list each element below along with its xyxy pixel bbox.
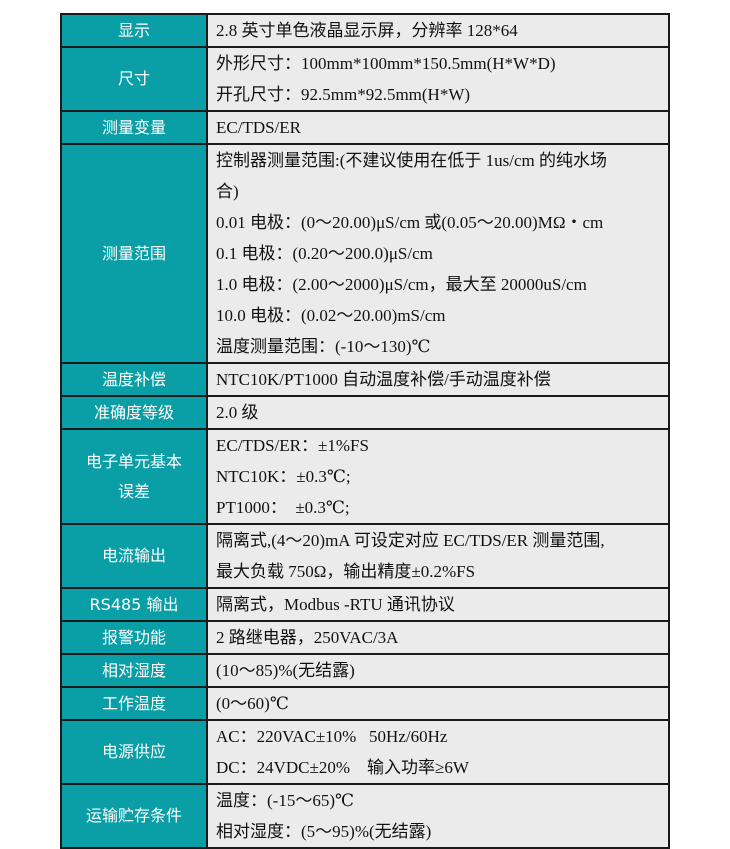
spec-row: 电子单元基本 误差 EC/TDS/ER：±1%FS NTC10K：±0.3℃; PT10… — [60, 428, 670, 525]
spec-value-line: 隔离式,(4～20)mA 可设定对应 EC/TDS/ER 测量范围, — [216, 531, 605, 550]
spec-value: 2.0 级 — [206, 395, 670, 430]
spec-value-line: NTC10K：±0.3℃; — [216, 467, 351, 486]
spec-row: 工作温度 (0～60)℃ — [60, 686, 670, 721]
spec-label: 温度补偿 — [60, 362, 208, 397]
spec-value: EC/TDS/ER：±1%FS NTC10K：±0.3℃; PT1000： ±0.3… — [206, 428, 670, 525]
spec-value: 隔离式,(4～20)mA 可设定对应 EC/TDS/ER 测量范围, 最大负载 7… — [206, 523, 670, 589]
spec-value-line: 相对湿度：(5～95)%(无结露) — [216, 822, 432, 841]
spec-value: 温度：(-15～65)℃ 相对湿度：(5～95)%(无结露) — [206, 783, 670, 849]
spec-row: 尺寸 外形尺寸：100mm*100mm*150.5mm(H*W*D) 开孔尺寸：92… — [60, 46, 670, 112]
spec-value: NTC10K/PT1000 自动温度补偿/手动温度补偿 — [206, 362, 670, 397]
spec-value-line: 外形尺寸：100mm*100mm*150.5mm(H*W*D) — [216, 54, 556, 73]
spec-value-line: 温度测量范围：(-10～130)℃ — [216, 337, 431, 356]
spec-value: EC/TDS/ER — [206, 110, 670, 145]
spec-value-line: EC/TDS/ER — [216, 118, 302, 137]
spec-row: 准确度等级 2.0 级 — [60, 395, 670, 430]
spec-value-line: 0.01 电极：(0～20.00)μS/cm 或(0.05～20.00)MΩ・c… — [216, 213, 604, 232]
spec-value-line: 温度：(-15～65)℃ — [216, 791, 355, 810]
spec-value-line: PT1000： ±0.3℃; — [216, 498, 350, 517]
spec-value-line: AC：220VAC±10% 50Hz/60Hz — [216, 727, 448, 746]
spec-value-line: 控制器测量范围:(不建议使用在低于 1us/cm 的纯水场 — [216, 151, 607, 170]
spec-label: 测量变量 — [60, 110, 208, 145]
spec-value: AC：220VAC±10% 50Hz/60Hz DC：24VDC±20% 输入功率… — [206, 719, 670, 785]
spec-row: 温度补偿 NTC10K/PT1000 自动温度补偿/手动温度补偿 — [60, 362, 670, 397]
spec-value-line: NTC10K/PT1000 自动温度补偿/手动温度补偿 — [216, 370, 551, 389]
spec-value: 2.8 英寸单色液晶显示屏，分辨率 128*64 — [206, 13, 670, 48]
spec-value-line: 10.0 电极：(0.02～20.00)mS/cm — [216, 306, 446, 325]
spec-label-line: 电子单元基本 — [85, 451, 182, 471]
spec-label: 电子单元基本 误差 — [60, 428, 208, 525]
spec-value-line: DC：24VDC±20% 输入功率≥6W — [216, 758, 469, 777]
spec-row: 报警功能 2 路继电器，250VAC/3A — [60, 620, 670, 655]
spec-row: 显示 2.8 英寸单色液晶显示屏，分辨率 128*64 — [60, 13, 670, 48]
spec-value: 外形尺寸：100mm*100mm*150.5mm(H*W*D) 开孔尺寸：92.5… — [206, 46, 670, 112]
spec-table: 显示 2.8 英寸单色液晶显示屏，分辨率 128*64 尺寸 外形尺寸：100mm*1… — [60, 13, 670, 849]
spec-row: 运输贮存条件 温度：(-15～65)℃ 相对湿度：(5～95)%(无结露) — [60, 783, 670, 849]
spec-value-line: (10～85)%(无结露) — [216, 661, 355, 680]
spec-label: 测量范围 — [60, 143, 208, 364]
spec-label: 运输贮存条件 — [60, 783, 208, 849]
spec-value-line: 2 路继电器，250VAC/3A — [216, 628, 399, 647]
spec-label: 尺寸 — [60, 46, 208, 112]
spec-value-line: 0.1 电极：(0.20～200.0)μS/cm — [216, 244, 433, 263]
spec-value: 2 路继电器，250VAC/3A — [206, 620, 670, 655]
spec-value-line: 1.0 电极：(2.00～2000)μS/cm，最大至 20000uS/cm — [216, 275, 587, 294]
spec-label: 报警功能 — [60, 620, 208, 655]
spec-label: 相对湿度 — [60, 653, 208, 688]
spec-label: 电源供应 — [60, 719, 208, 785]
spec-value-line: 2.8 英寸单色液晶显示屏，分辨率 128*64 — [216, 21, 518, 40]
spec-label: RS485 输出 — [60, 587, 208, 622]
spec-value: 隔离式，Modbus -RTU 通讯协议 — [206, 587, 670, 622]
spec-label: 电流输出 — [60, 523, 208, 589]
spec-value-line: (0～60)℃ — [216, 694, 289, 713]
spec-label: 工作温度 — [60, 686, 208, 721]
spec-value-line: 最大负载 750Ω，输出精度±0.2%FS — [216, 562, 476, 581]
spec-value-line: 2.0 级 — [216, 403, 259, 422]
spec-value: 控制器测量范围:(不建议使用在低于 1us/cm 的纯水场 合) 0.01 电极：(… — [206, 143, 670, 364]
spec-value-line: 隔离式，Modbus -RTU 通讯协议 — [216, 595, 455, 614]
spec-row: 电源供应 AC：220VAC±10% 50Hz/60Hz DC：24VDC±20% … — [60, 719, 670, 785]
spec-row: 电流输出 隔离式,(4～20)mA 可设定对应 EC/TDS/ER 测量范围, 最大… — [60, 523, 670, 589]
spec-row: 相对湿度 (10～85)%(无结露) — [60, 653, 670, 688]
spec-value: (10～85)%(无结露) — [206, 653, 670, 688]
spec-value-line: EC/TDS/ER：±1%FS — [216, 436, 369, 455]
spec-label: 显示 — [60, 13, 208, 48]
spec-label: 准确度等级 — [60, 395, 208, 430]
spec-row: 测量范围 控制器测量范围:(不建议使用在低于 1us/cm 的纯水场 合) 0.01 … — [60, 143, 670, 364]
spec-value: (0～60)℃ — [206, 686, 670, 721]
spec-row: 测量变量 EC/TDS/ER — [60, 110, 670, 145]
spec-label-line: 误差 — [117, 481, 150, 501]
spec-value-line: 合) — [216, 182, 239, 201]
spec-value-line: 开孔尺寸：92.5mm*92.5mm(H*W) — [216, 85, 471, 104]
spec-row: RS485 输出 隔离式，Modbus -RTU 通讯协议 — [60, 587, 670, 622]
